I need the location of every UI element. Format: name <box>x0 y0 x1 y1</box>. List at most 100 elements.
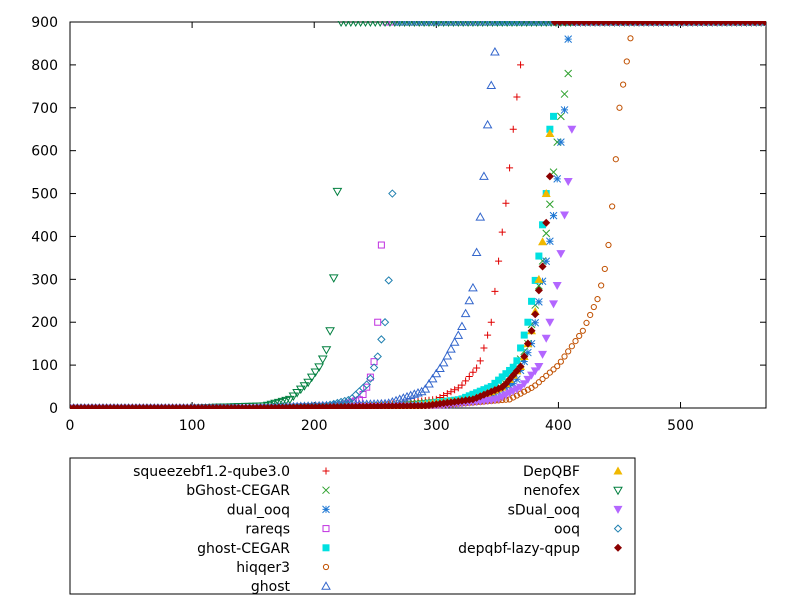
y-tick-label: 800 <box>31 58 58 74</box>
data-point <box>546 237 554 246</box>
data-point <box>416 386 427 396</box>
data-point <box>498 373 506 381</box>
timeout-point <box>612 21 622 27</box>
timeout-point <box>489 21 496 28</box>
data-point <box>479 171 489 180</box>
data-point <box>542 257 551 266</box>
timeout-point <box>528 21 535 28</box>
y-tick-label: 0 <box>49 401 58 417</box>
data-point <box>380 318 390 327</box>
data-point <box>556 250 566 259</box>
timeout-point <box>347 21 355 28</box>
data-point <box>458 381 466 389</box>
data-point <box>549 211 558 220</box>
timeout-point <box>464 21 472 28</box>
data-point <box>546 200 554 209</box>
legend-marker <box>613 524 623 533</box>
data-point <box>590 303 597 311</box>
legend-label: sDual_ooq <box>508 502 580 518</box>
data-point <box>486 80 497 89</box>
timeout-point <box>505 21 514 27</box>
timeout-point <box>583 21 592 27</box>
timeout-point <box>510 21 519 27</box>
data-point <box>545 318 555 327</box>
data-point <box>568 343 575 350</box>
data-point <box>520 331 528 339</box>
data-point <box>534 286 543 295</box>
timeout-point <box>381 21 389 28</box>
data-point <box>377 241 385 249</box>
data-point <box>427 373 438 383</box>
series-dual-ooq <box>70 21 766 409</box>
timeout-point <box>739 21 749 27</box>
timeout-point <box>593 21 602 27</box>
data-point <box>462 377 470 385</box>
data-point <box>449 337 460 346</box>
x-axis: 0 100 200 300 400 500 <box>66 22 694 434</box>
data-point <box>284 395 295 405</box>
timeout-point <box>637 21 646 27</box>
data-point <box>442 350 453 360</box>
timeout-point <box>396 21 404 28</box>
data-point <box>541 189 551 198</box>
data-point <box>524 318 532 326</box>
timeout-point <box>671 21 680 27</box>
y-axis: 0 100 200 300 400 500 600 700 800 900 <box>31 15 766 417</box>
data-point <box>505 381 514 390</box>
data-point <box>440 392 448 400</box>
data-point <box>545 129 555 138</box>
timeout-point <box>352 21 360 28</box>
data-point <box>542 229 551 238</box>
data-point <box>535 379 542 386</box>
data-point <box>476 387 484 395</box>
data-point <box>605 241 612 249</box>
data-point <box>520 352 529 361</box>
legend-label: squeezebf1.2-qube3.0 <box>133 464 290 480</box>
timeout-point <box>371 21 379 28</box>
data-point <box>509 363 517 371</box>
timeout-point <box>441 21 451 27</box>
timeout-point <box>386 21 394 28</box>
timeout-point <box>627 21 636 27</box>
series-nenofex <box>70 21 766 409</box>
data-point <box>484 384 492 392</box>
timeout-point <box>485 21 495 27</box>
timeout-point <box>508 21 516 28</box>
data-point <box>520 357 529 366</box>
legend-box <box>69 457 636 595</box>
timeout-point <box>407 21 417 27</box>
data-point <box>538 262 547 271</box>
data-point <box>491 379 499 387</box>
data-point <box>564 35 573 44</box>
data-point <box>612 156 619 163</box>
data-point <box>623 58 630 65</box>
timeout-point <box>391 21 399 28</box>
data-point <box>475 212 486 221</box>
data-point <box>523 339 532 348</box>
timeout-point <box>449 21 457 28</box>
data-point <box>310 368 321 377</box>
data-point <box>527 326 536 335</box>
data-point <box>542 218 551 227</box>
timeout-point <box>642 21 651 27</box>
timeout-point <box>484 21 492 28</box>
data-point <box>491 287 499 295</box>
plot-area <box>69 21 767 409</box>
legend-label: ooq <box>554 522 580 538</box>
data-point <box>553 138 562 146</box>
data-point <box>431 368 442 378</box>
data-point <box>447 388 455 396</box>
timeout-point <box>469 21 477 28</box>
data-point <box>402 391 412 401</box>
legend-label: dual_ooq <box>227 502 290 518</box>
timeout-point <box>549 21 558 27</box>
timeout-point <box>617 21 627 27</box>
timeout-point <box>730 21 739 27</box>
data-point <box>363 383 371 391</box>
data-point <box>306 373 317 383</box>
timeout-point <box>700 21 710 27</box>
legend-marker <box>321 581 331 590</box>
legend-label: bGhost-CEGAR <box>186 483 290 499</box>
timeout-point <box>533 21 540 28</box>
